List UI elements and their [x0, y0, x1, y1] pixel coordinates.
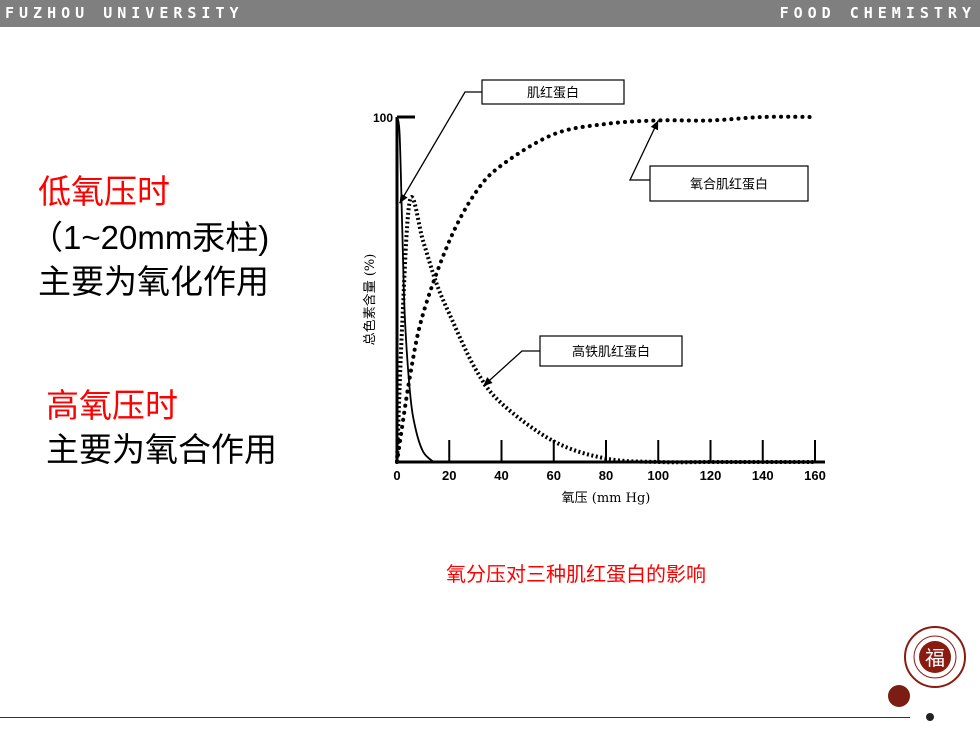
series-line-0: [396, 116, 435, 463]
series-line-1: [395, 114, 817, 464]
chart-caption: 氧分压对三种肌红蛋白的影响: [446, 562, 706, 586]
series-line-2: [395, 195, 815, 465]
annotation-leader: [399, 91, 482, 204]
low-pressure-heading: 低氧压时: [38, 172, 170, 211]
university-seal-logo: 福: [904, 626, 966, 688]
annotation-label: 高铁肌红蛋白: [572, 344, 650, 360]
svg-text:福: 福: [925, 646, 945, 670]
low-pressure-effect: 主要为氧化作用: [38, 262, 269, 301]
header-bar: FUZHOU UNIVERSITY FOOD CHEMISTRY: [0, 0, 980, 27]
x-tick-label: 120: [700, 468, 722, 483]
annotation-box: [481, 79, 625, 105]
header-university-name: FUZHOU UNIVERSITY: [5, 4, 244, 22]
annotation-arrowhead: [650, 120, 659, 131]
x-axis-label: 氧压 (mm Hg): [562, 491, 651, 506]
x-tick-label: 40: [494, 468, 508, 483]
annotation-leader: [628, 120, 659, 181]
footer-decor-dot-large: [888, 685, 910, 707]
x-tick-label: 80: [599, 468, 613, 483]
x-tick-label: 100: [647, 468, 669, 483]
annotation-leader: [482, 350, 540, 387]
footer-decor-dot-small: [926, 713, 934, 721]
annotation-label: 肌红蛋白: [527, 85, 579, 101]
header-course-name: FOOD CHEMISTRY: [779, 4, 976, 22]
x-tick-label: 60: [547, 468, 561, 483]
annotation-arrowhead: [399, 193, 408, 204]
annotation-arrowhead: [483, 377, 493, 387]
x-tick-label: 160: [804, 468, 826, 483]
myoglobin-oxygen-chart: 100 0 20 40 60 80 100 120 140 160 氧压 (mm Hg) 总色素含量 …: [362, 79, 826, 506]
y-axis-label: 总色素含量 (%): [362, 254, 378, 346]
annotation-label: 氧合肌红蛋白: [690, 177, 768, 193]
low-pressure-range: （1~20mm汞柱): [30, 219, 270, 256]
high-pressure-heading: 高氧压时: [46, 386, 178, 425]
x-tick-label: 0: [393, 468, 400, 483]
x-tick-label: 20: [442, 468, 456, 483]
annotation-box: [539, 335, 683, 367]
footer-divider: [0, 717, 910, 718]
annotation-box: [649, 165, 809, 202]
x-tick-label: 140: [752, 468, 774, 483]
high-pressure-effect: 主要为氧合作用: [46, 430, 277, 469]
y-tick-label: 100: [373, 111, 393, 125]
